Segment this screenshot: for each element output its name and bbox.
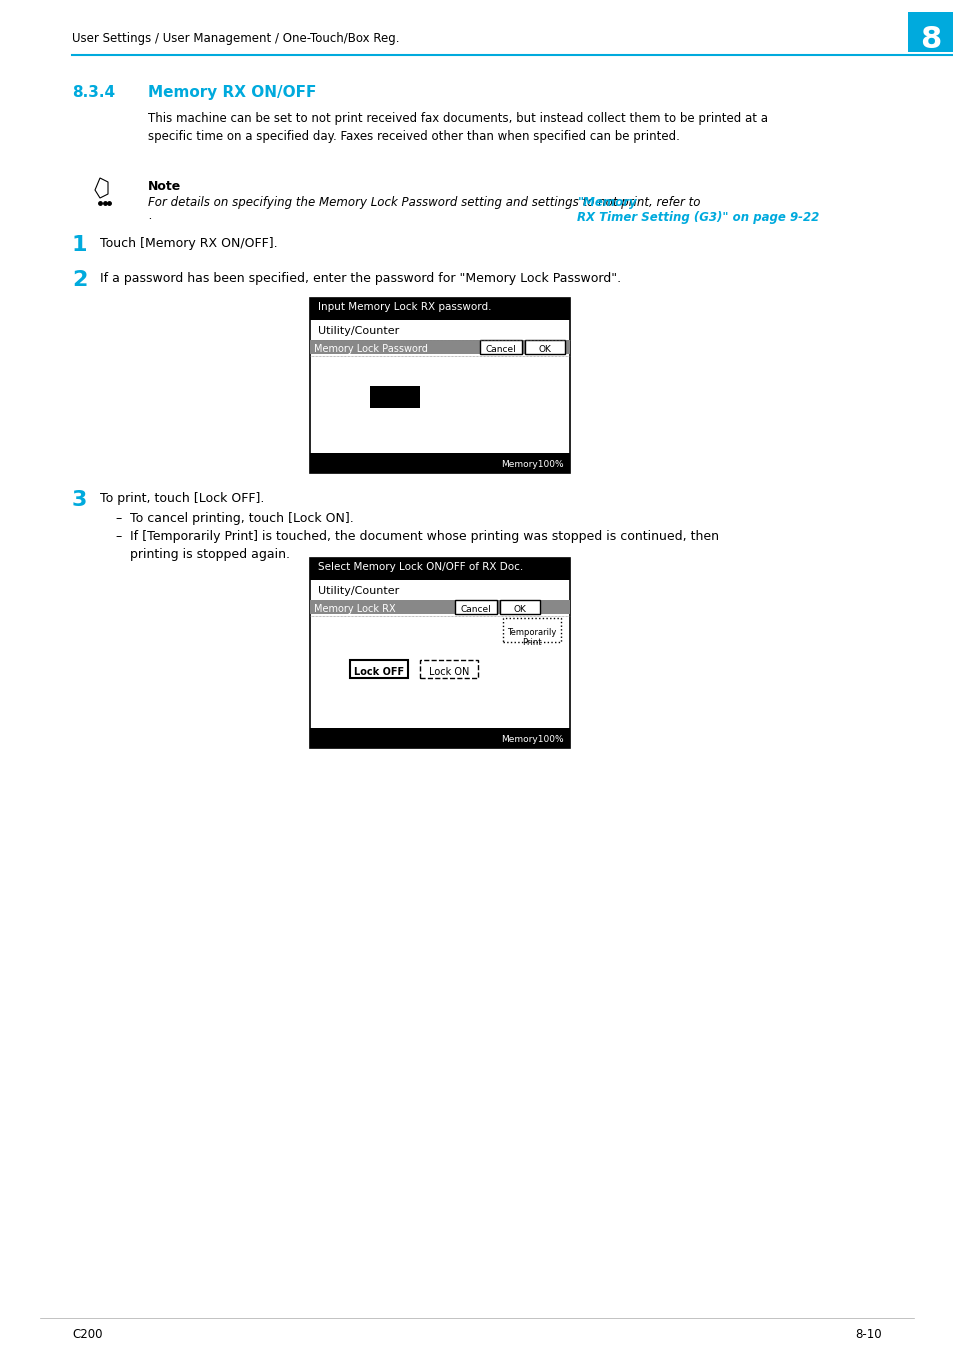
Text: Cancel: Cancel: [460, 605, 491, 614]
Text: Utility/Counter: Utility/Counter: [317, 586, 399, 595]
Text: If a password has been specified, enter the password for "Memory Lock Password".: If a password has been specified, enter …: [100, 271, 620, 285]
Bar: [310, 728, 569, 748]
Text: –: –: [115, 531, 121, 543]
Text: User Settings / User Management / One-Touch/Box Reg.: User Settings / User Management / One-To…: [71, 32, 399, 45]
Polygon shape: [95, 178, 108, 198]
Text: Cancel: Cancel: [485, 346, 516, 354]
Text: Input Memory Lock RX password.: Input Memory Lock RX password.: [317, 302, 491, 312]
Text: Memory Lock RX: Memory Lock RX: [314, 603, 395, 614]
Bar: [310, 558, 569, 580]
Text: Temporarily
Print: Temporarily Print: [507, 628, 557, 648]
Bar: [310, 454, 569, 472]
Text: Memory Lock Password: Memory Lock Password: [314, 344, 428, 354]
Text: 8.3.4: 8.3.4: [71, 85, 115, 100]
Text: To cancel printing, touch [Lock ON].: To cancel printing, touch [Lock ON].: [130, 512, 354, 525]
Text: Lock ON: Lock ON: [428, 667, 469, 676]
Text: If [Temporarily Print] is touched, the document whose printing was stopped is co: If [Temporarily Print] is touched, the d…: [130, 531, 719, 562]
Text: 8-10: 8-10: [855, 1328, 882, 1341]
Text: 3: 3: [71, 490, 88, 510]
FancyBboxPatch shape: [479, 340, 521, 354]
Text: 1: 1: [71, 235, 88, 255]
Text: "Memory
RX Timer Setting (G3)" on page 9-22: "Memory RX Timer Setting (G3)" on page 9…: [577, 196, 819, 224]
Text: Memory RX ON/OFF: Memory RX ON/OFF: [148, 85, 316, 100]
Text: Lock OFF: Lock OFF: [354, 667, 404, 676]
Text: For details on specifying the Memory Lock Password setting and settings to not p: For details on specifying the Memory Loc…: [148, 196, 703, 209]
Text: This machine can be set to not print received fax documents, but instead collect: This machine can be set to not print rec…: [148, 112, 767, 143]
Text: .: .: [148, 209, 152, 221]
Text: Utility/Counter: Utility/Counter: [317, 325, 399, 336]
Text: _: _: [375, 401, 379, 410]
FancyBboxPatch shape: [350, 660, 408, 678]
Text: Memory100%: Memory100%: [501, 460, 563, 468]
Bar: [310, 298, 569, 320]
Text: 8: 8: [920, 26, 941, 54]
Text: Select Memory Lock ON/OFF of RX Doc.: Select Memory Lock ON/OFF of RX Doc.: [317, 562, 522, 572]
Text: OK: OK: [538, 346, 551, 354]
Bar: [310, 599, 569, 614]
FancyBboxPatch shape: [907, 12, 953, 53]
Text: OK: OK: [513, 605, 526, 614]
Text: Memory100%: Memory100%: [501, 734, 563, 744]
Bar: [310, 298, 569, 472]
Text: To print, touch [Lock OFF].: To print, touch [Lock OFF].: [100, 491, 264, 505]
Text: C200: C200: [71, 1328, 102, 1341]
Bar: [310, 340, 569, 354]
FancyBboxPatch shape: [419, 660, 477, 678]
Bar: [370, 386, 419, 408]
Text: 2: 2: [71, 270, 88, 290]
FancyBboxPatch shape: [502, 618, 560, 643]
Bar: [310, 558, 569, 748]
FancyBboxPatch shape: [455, 599, 497, 614]
Text: Note: Note: [148, 180, 181, 193]
Text: Touch [Memory RX ON/OFF].: Touch [Memory RX ON/OFF].: [100, 238, 277, 250]
FancyBboxPatch shape: [499, 599, 539, 614]
FancyBboxPatch shape: [524, 340, 564, 354]
Text: –: –: [115, 512, 121, 525]
